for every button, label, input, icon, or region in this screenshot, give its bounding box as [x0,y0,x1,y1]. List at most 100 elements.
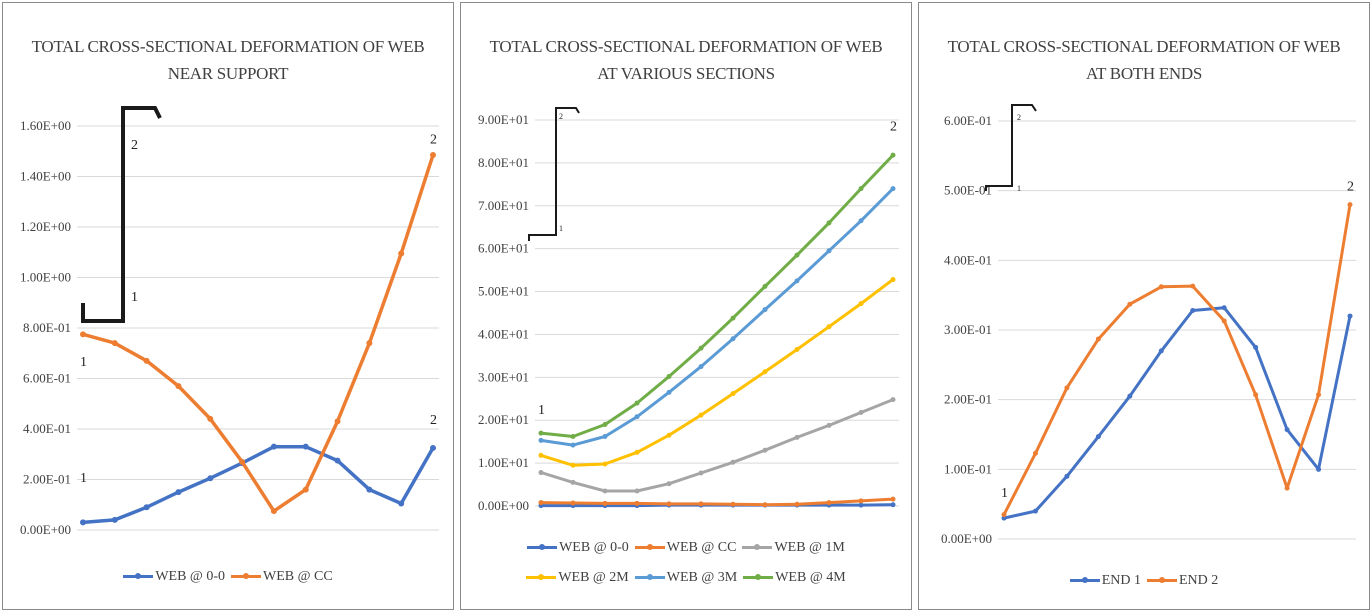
data-point [80,519,86,526]
annotation-label: 1 [538,403,545,418]
data-point [207,475,214,482]
y-tick-label: 9.00E+01 [478,112,529,127]
data-point [1190,307,1196,313]
data-point [334,418,341,425]
y-tick-label: 6.00E-01 [23,371,71,386]
y-tick-label: 7.00E+01 [478,198,529,213]
inset-section-sketch [985,104,1037,191]
data-point [762,502,768,508]
data-point [1253,392,1259,398]
legend-label: WEB @ 1M [774,540,845,555]
legend-swatch [634,574,665,581]
data-point [1064,473,1070,479]
y-tick-label: 1.40E+00 [20,169,71,184]
legend-label: END 2 [1179,573,1219,588]
chart-title-line-1: TOTAL CROSS-SECTIONAL DEFORMATION OF WEB [947,37,1341,56]
legend-row: WEB @ 2M WEB @ 3M WEB @ 4M [461,570,911,586]
y-tick-label: 1.00E-01 [944,461,992,476]
data-point [730,391,736,397]
data-point [794,278,800,284]
data-point [634,449,640,455]
data-point [1001,512,1007,518]
data-point [698,412,704,418]
data-point [602,461,608,467]
data-point [143,504,150,511]
data-point [1158,284,1164,290]
data-point [111,340,118,347]
line-chart: 0.00E+00 2.00E-01 4.00E-01 6.00E-01 8.00E-01… [20,106,439,537]
data-point [794,252,800,258]
series-line [540,278,894,467]
data-point [270,443,277,450]
legend-label: WEB @ CC [263,569,333,584]
data-point [1032,508,1038,514]
data-point [602,500,608,506]
inset-section-sketch [528,107,580,241]
inset-label: 2 [1017,113,1021,122]
data-point [1127,301,1133,307]
data-point [730,501,736,507]
data-point [430,152,436,159]
legend-label: WEB @ CC [666,540,737,555]
data-point [1032,450,1038,456]
data-point [538,470,544,476]
data-point [602,434,608,440]
y-tick-label: 2.00E+01 [478,412,529,427]
data-point [858,301,864,307]
data-point [698,364,704,370]
data-point [175,489,182,496]
data-point [270,508,277,515]
annotation-label: 1 [80,355,87,370]
chart-panel-various-sections: TOTAL CROSS-SECTIONAL DEFORMATION OF WEB… [460,2,912,610]
series-line [82,154,435,513]
y-tick-label: 3.00E-01 [944,322,992,337]
inset-label: 1 [559,224,563,233]
data-point [207,415,214,422]
annotation-label: 2 [1347,180,1354,195]
data-point [666,432,672,438]
chart-title: TOTAL CROSS-SECTIONAL DEFORMATION OF WEB… [461,33,911,87]
y-tick-label: 2.00E-01 [23,472,71,487]
legend-item: WEB @ 1M [742,540,845,556]
data-point [762,283,768,289]
data-point [890,496,896,502]
data-point [1284,427,1290,433]
annotation-label: 1 [1001,486,1008,501]
inset-label: 2 [131,138,138,153]
chart-legend: WEB @ 0-0 WEB @ CC WEB @ 1M WEB @ 2M WEB @ 3… [461,540,911,600]
data-point [570,434,576,440]
data-point [794,346,800,352]
data-point [1221,318,1227,324]
legend-swatch [527,544,558,551]
data-point [794,434,800,440]
data-point [1001,515,1007,521]
data-point [1253,344,1259,350]
data-point [794,501,800,507]
data-point [890,277,896,283]
legend-swatch [743,574,774,581]
data-point [890,186,896,192]
data-point [430,444,436,451]
y-tick-label: 8.00E+01 [478,155,529,170]
legend-swatch [634,544,665,551]
y-tick-label: 0.00E+00 [478,498,529,513]
data-point [890,152,896,158]
data-point [1316,466,1322,472]
chart-title: TOTAL CROSS-SECTIONAL DEFORMATION OF WEB… [3,33,453,87]
legend-item: END 2 [1147,573,1218,589]
data-point [398,250,405,257]
series-line [1002,204,1352,516]
legend-swatch [231,573,261,580]
y-tick-label: 4.00E-01 [23,421,71,436]
data-point [538,452,544,458]
y-tick-label: 4.00E-01 [944,252,992,267]
data-point [80,331,86,338]
data-point [826,248,832,254]
annotation-label: 1 [80,471,87,486]
annotation-label: 2 [890,120,897,135]
line-chart: 0.00E+00 1.00E-01 2.00E-01 3.00E-01 4.00E-01… [941,104,1356,546]
legend-swatch [1069,577,1100,584]
data-point [366,486,373,493]
data-point [826,500,832,506]
data-point [666,373,672,379]
